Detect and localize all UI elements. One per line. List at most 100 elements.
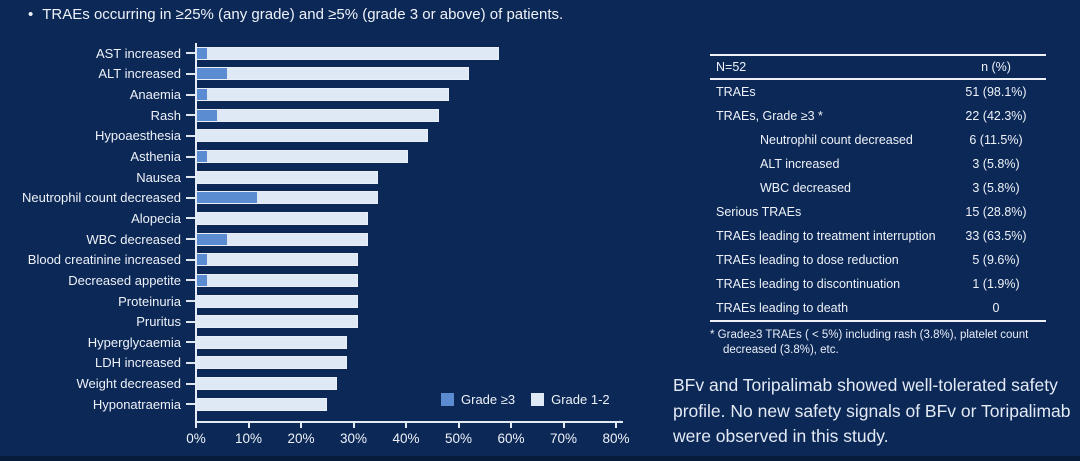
table-row-value: 3 (5.8%)	[972, 157, 1020, 171]
legend-entry: Grade 1-2	[531, 392, 610, 407]
legend-label: Grade ≥3	[461, 392, 516, 407]
category-tick	[186, 217, 195, 220]
x-tick-label: 0%	[186, 431, 206, 446]
x-tick-label: 70%	[549, 431, 578, 446]
chart-row: AST increased	[0, 43, 499, 64]
table-row-value: 33 (63.5%)	[965, 229, 1027, 243]
table-row-value: 15 (28.8%)	[965, 205, 1027, 219]
category-tick	[186, 258, 195, 261]
category-label: WBC decreased	[86, 231, 181, 247]
stacked-bar	[196, 67, 469, 81]
grade3-segment	[197, 233, 228, 245]
stacked-bar	[196, 253, 358, 267]
category-tick	[186, 155, 195, 158]
table-row-value: 3 (5.8%)	[972, 181, 1020, 195]
category-tick	[186, 196, 195, 199]
category-tick	[186, 382, 195, 385]
table-row-value: 5 (9.6%)	[972, 253, 1020, 267]
x-tick-mark	[352, 423, 355, 428]
conclusion-text: BFv and Toripalimab showed well-tolerate…	[673, 375, 1071, 446]
table-row: TRAEs 51 (98.1%)	[710, 80, 1046, 104]
stacked-bar	[196, 294, 358, 308]
grade3-segment	[197, 109, 217, 121]
chart-row: WBC decreased	[0, 229, 499, 250]
trae-summary-table: N=52 n (%) TRAEs 51 (98.1%) TRAEs, Grade ≥…	[710, 54, 1046, 357]
chart-legend: Grade ≥3 Grade 1-2	[441, 392, 618, 407]
stacked-bar	[196, 377, 338, 391]
table-row-label: TRAEs leading to death	[716, 301, 849, 315]
stacked-bar	[196, 211, 368, 225]
category-label: Hyponatraemia	[92, 396, 181, 412]
slide-title: • TRAEs occurring in ≥25% (any grade) an…	[28, 6, 563, 23]
bullet-icon: •	[28, 6, 34, 23]
chart-row: Nausea	[0, 167, 499, 188]
x-tick-label: 50%	[444, 431, 473, 446]
table-row: ALT increased 3 (5.8%)	[710, 152, 1046, 176]
category-tick	[186, 361, 195, 364]
table-body: TRAEs 51 (98.1%) TRAEs, Grade ≥3 * 22 (42.3…	[710, 80, 1046, 322]
chart-row: Anaemia	[0, 84, 499, 105]
category-tick	[186, 403, 195, 406]
x-tick-mark	[615, 423, 617, 428]
category-tick	[186, 238, 195, 241]
stray-period: .	[618, 410, 622, 425]
category-label: LDH increased	[95, 355, 181, 371]
table-row-label: TRAEs leading to treatment interruption	[716, 229, 936, 243]
table-row: Neutrophil count decreased 6 (11.5%)	[710, 128, 1046, 152]
x-tick-mark	[562, 423, 565, 428]
category-tick	[186, 93, 195, 96]
stacked-bar	[196, 356, 348, 370]
category-tick	[186, 72, 195, 75]
table-header-n: N=52	[716, 60, 747, 74]
chart-row: Decreased appetite	[0, 270, 499, 291]
category-label: ALT increased	[98, 66, 181, 82]
stacked-bar	[196, 335, 348, 349]
stacked-bar	[196, 150, 409, 164]
category-label: Proteinuria	[118, 293, 181, 309]
x-tick-label: 10%	[234, 431, 263, 446]
category-label: Weight decreased	[76, 376, 181, 392]
slide-title-text: TRAEs occurring in ≥25% (any grade) and …	[42, 6, 564, 23]
table-row-label: Serious TRAEs	[716, 205, 802, 219]
stacked-bar	[196, 170, 378, 184]
stacked-bar	[196, 191, 378, 205]
x-tick-mark	[457, 423, 460, 428]
chart-row: ALT increased	[0, 64, 499, 85]
chart-row: Hypoaesthesia	[0, 126, 499, 147]
chart-row: LDH increased	[0, 353, 499, 374]
x-tick-label: 20%	[287, 431, 315, 446]
table-row-label: TRAEs leading to discontinuation	[716, 277, 901, 291]
stacked-bar	[196, 397, 328, 411]
grade3-segment	[197, 274, 207, 286]
x-tick-mark	[247, 423, 250, 428]
stacked-bar	[196, 232, 368, 246]
chart-row: Hyperglycaemia	[0, 332, 499, 353]
category-tick	[186, 300, 195, 302]
category-tick	[186, 320, 195, 323]
grade3-segment	[197, 151, 207, 163]
table-row: WBC decreased 3 (5.8%)	[710, 176, 1046, 200]
category-label: Blood creatinine increased	[27, 252, 181, 268]
stacked-bar	[196, 88, 449, 102]
chart-row: Proteinuria	[0, 291, 499, 312]
x-tick-mark	[300, 423, 302, 428]
stacked-bar	[196, 129, 429, 143]
chart-row: Blood creatinine increased	[0, 249, 499, 270]
x-tick-label: 40%	[392, 431, 420, 446]
category-tick	[186, 114, 195, 117]
stacked-bar	[196, 315, 358, 329]
grade3-segment	[197, 89, 207, 101]
category-label: Hyperglycaemia	[87, 334, 181, 350]
grade3-segment	[197, 254, 207, 266]
table-row-label: TRAEs, Grade ≥3 *	[716, 109, 823, 123]
table-row-value: 6 (11.5%)	[969, 133, 1023, 147]
legend-swatch	[531, 393, 545, 406]
table-row: Serious TRAEs 15 (28.8%)	[710, 200, 1046, 224]
category-tick	[186, 134, 195, 137]
category-label: Asthenia	[130, 149, 181, 165]
table-header-npct: n (%)	[981, 60, 1011, 74]
stacked-bar	[196, 108, 439, 122]
x-axis-line	[195, 421, 623, 423]
category-label: Anaemia	[129, 87, 181, 103]
chart-row: Hyponatraemia	[0, 394, 499, 415]
